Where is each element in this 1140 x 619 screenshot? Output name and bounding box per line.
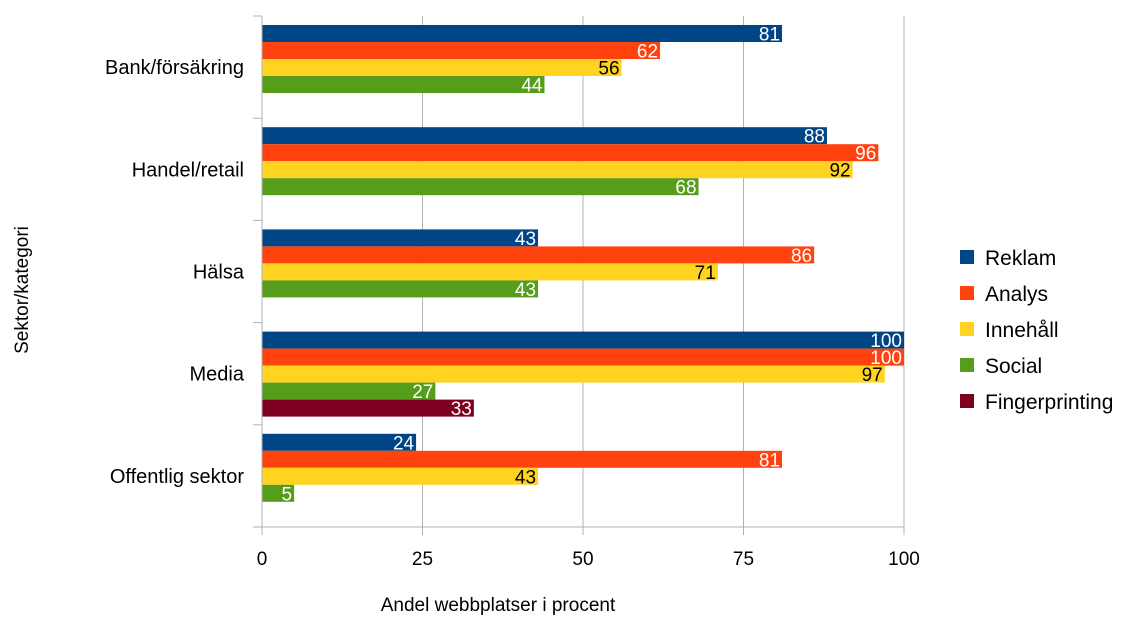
bar-analys	[262, 348, 904, 366]
y-tick-label: Handel/retail	[132, 159, 244, 181]
data-label: 100	[870, 331, 902, 352]
data-label: 24	[393, 433, 415, 454]
data-label: 96	[855, 144, 876, 165]
bar-analys	[262, 42, 661, 59]
x-tick-label: 100	[888, 549, 920, 570]
data-label: 100	[870, 348, 902, 369]
y-tick-label: Offentlig sektor	[110, 466, 244, 488]
x-tick-label: 0	[257, 549, 268, 570]
y-tick-label: Hälsa	[193, 262, 245, 284]
data-label: 5	[282, 484, 293, 505]
bar-inneh-ll	[262, 467, 539, 485]
data-label: 88	[804, 127, 825, 148]
x-tick-label: 50	[572, 549, 593, 570]
y-axis-title: Sektor/kategori	[12, 226, 33, 354]
data-label: 43	[515, 467, 536, 488]
y-tick-label: Media	[190, 364, 245, 386]
bar-social	[262, 178, 699, 196]
data-label: 27	[412, 382, 433, 403]
bar-reklam	[262, 127, 827, 145]
data-label: 81	[759, 25, 780, 46]
legend-label-social: Social	[985, 355, 1042, 378]
bar-analys	[262, 144, 879, 162]
bars	[262, 25, 904, 502]
data-label: 97	[862, 365, 883, 386]
data-label: 62	[637, 42, 658, 63]
data-label: 68	[675, 178, 696, 199]
data-label: 33	[451, 399, 472, 420]
legend-label-inneh-ll: Innehåll	[985, 319, 1059, 342]
axes: 0 25 50 75 100 Bank/försäkring Handel/retail Hä…	[105, 15, 920, 570]
data-label: 81	[759, 450, 780, 471]
bar-social	[262, 382, 436, 400]
bar-inneh-ll	[262, 263, 718, 281]
legend-swatch-reklam	[960, 250, 974, 264]
legend-swatch-fingerprinting	[960, 394, 974, 408]
x-tick-label: 75	[733, 549, 754, 570]
bar-social	[262, 280, 539, 298]
bar-social	[262, 484, 295, 502]
bar-reklam	[262, 229, 539, 247]
legend-label-analys: Analys	[985, 283, 1048, 306]
legend-label-fingerprinting: Fingerprinting	[985, 391, 1113, 414]
bar-fingerprinting	[262, 399, 474, 417]
legend-swatch-analys	[960, 286, 974, 300]
bar-inneh-ll	[262, 365, 885, 383]
x-axis-title: Andel webbplatser i procent	[381, 595, 616, 616]
bar-analys	[262, 450, 783, 468]
bar-reklam	[262, 331, 904, 349]
data-label: 44	[521, 76, 543, 97]
data-label: 86	[791, 246, 812, 267]
legend: Reklam Analys Innehåll Social Fingerprinting	[960, 247, 1113, 414]
data-labels: 8162564488969268438671431001009727332481…	[282, 25, 902, 506]
bar-analys	[262, 246, 815, 264]
data-label: 43	[515, 229, 536, 250]
data-label: 71	[695, 263, 716, 284]
data-label: 92	[829, 161, 850, 182]
legend-swatch-social	[960, 358, 974, 372]
bar-inneh-ll	[262, 161, 853, 179]
legend-swatch-inneh-ll	[960, 322, 974, 336]
bar-reklam	[262, 25, 783, 42]
bar-social	[262, 76, 545, 93]
bar-reklam	[262, 433, 417, 451]
data-label: 56	[598, 59, 619, 80]
data-label: 43	[515, 280, 536, 301]
bar-inneh-ll	[262, 59, 622, 76]
y-tick-label: Bank/försäkring	[105, 57, 244, 79]
x-tick-label: 25	[412, 549, 433, 570]
legend-label-reklam: Reklam	[985, 247, 1056, 270]
